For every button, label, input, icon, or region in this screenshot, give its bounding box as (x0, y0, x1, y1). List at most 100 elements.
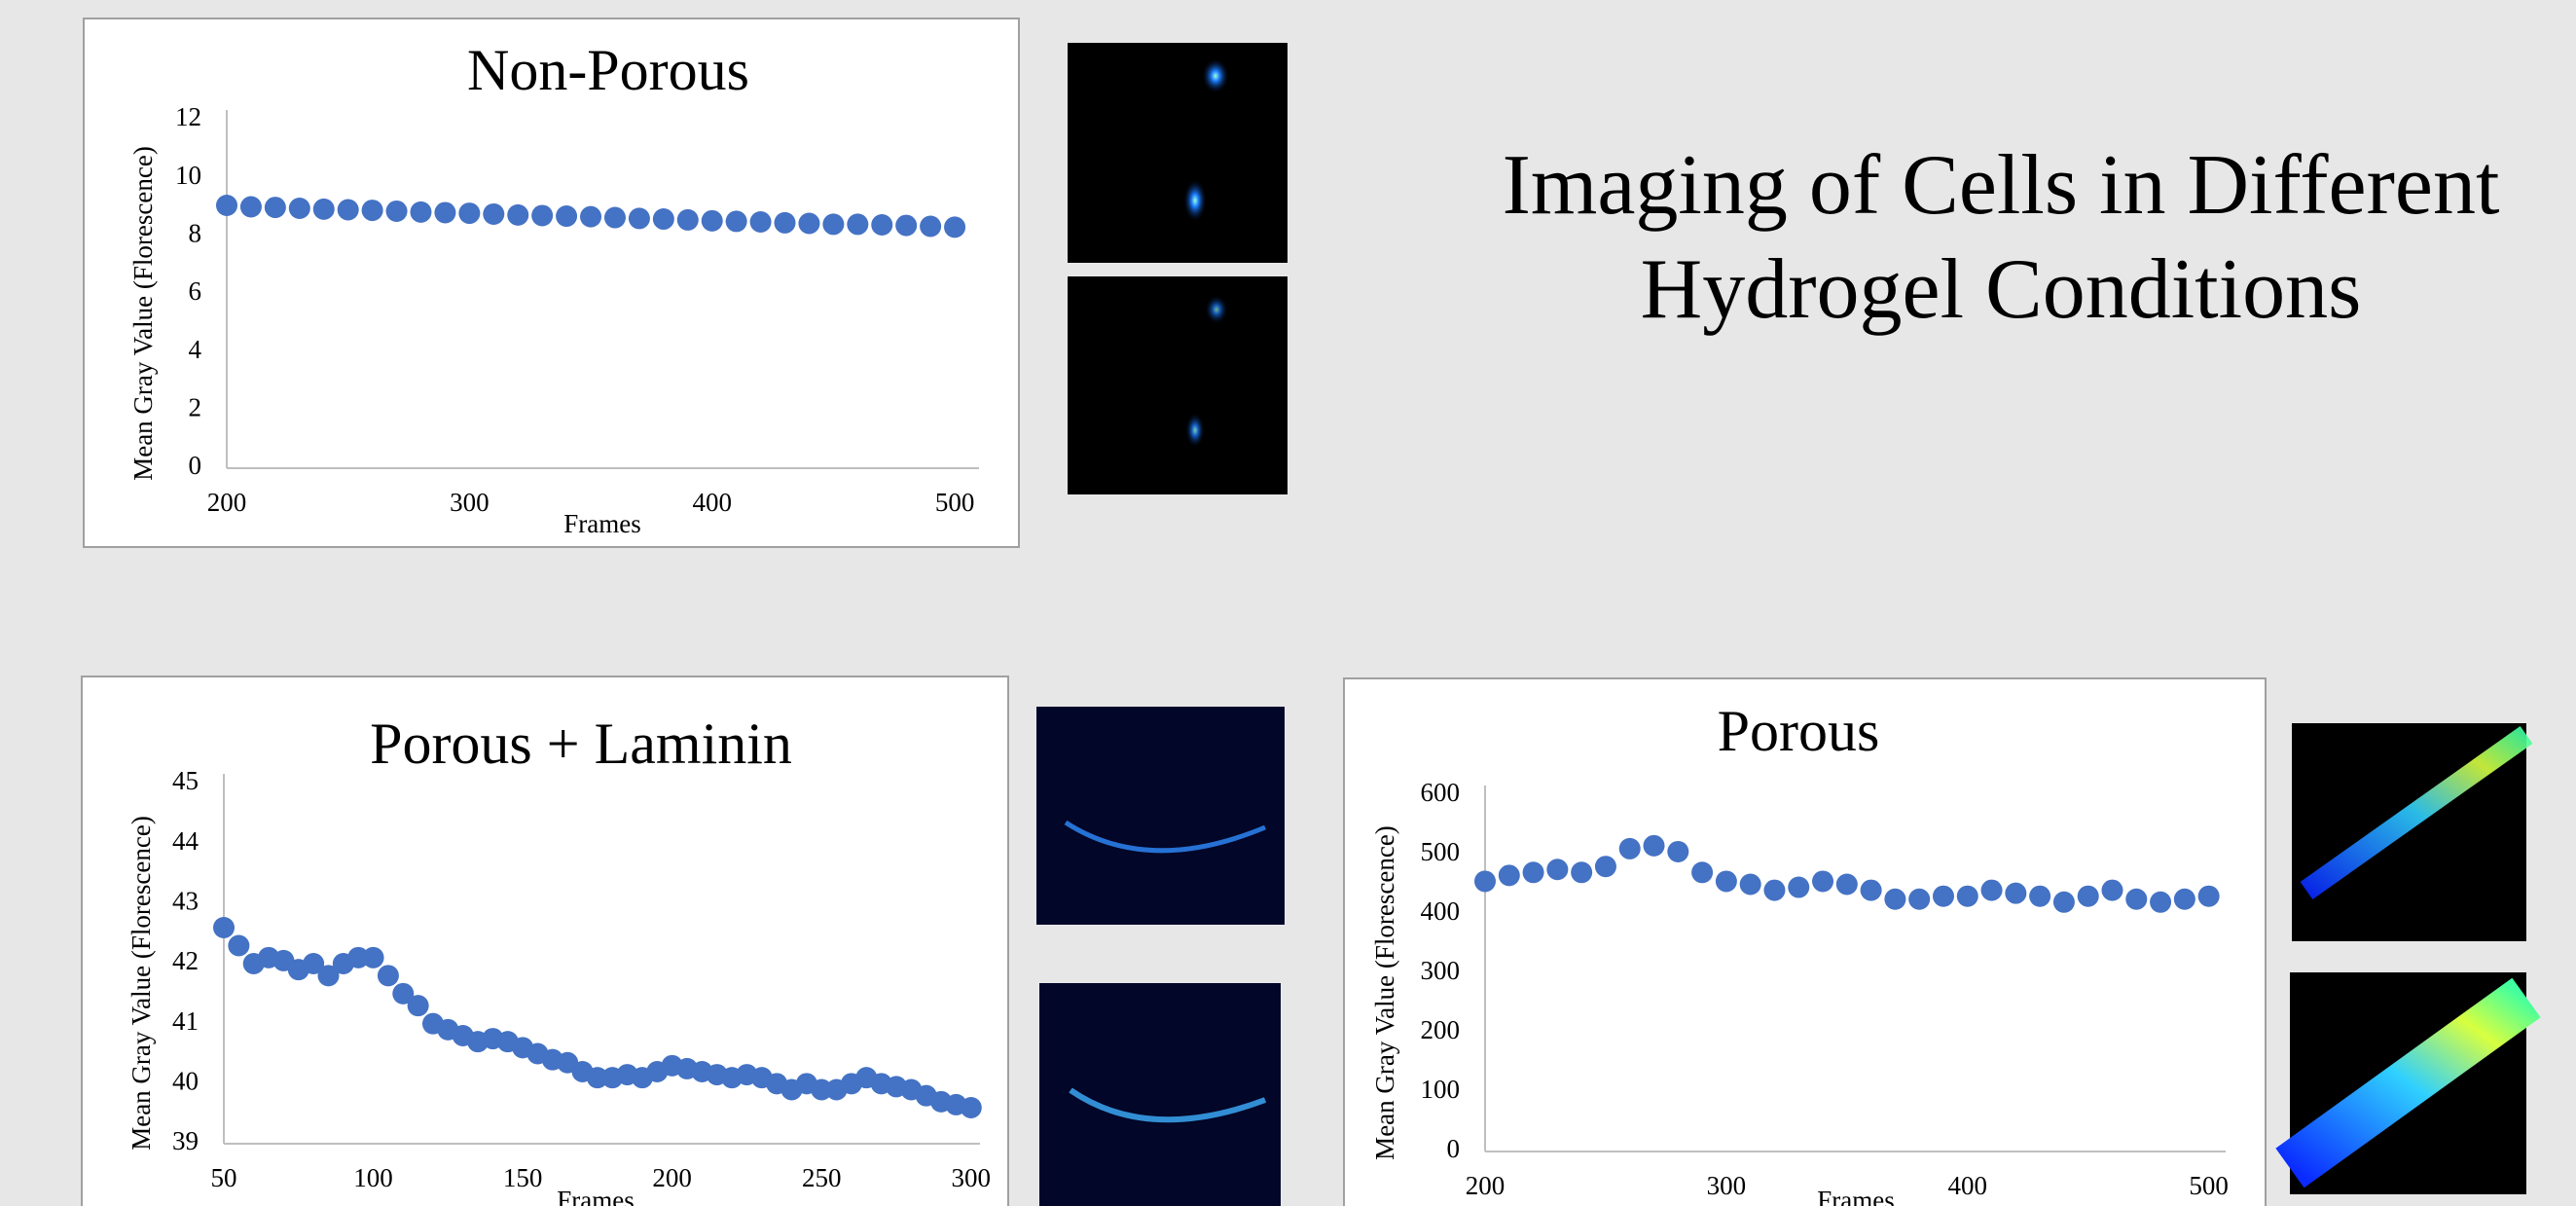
data-point (410, 201, 432, 223)
y-tick-label: 300 (1421, 956, 1461, 985)
y-tick-label: 4 (189, 335, 202, 364)
cell-band (2275, 977, 2541, 1188)
data-point (1667, 840, 1689, 862)
y-tick-label: 12 (175, 102, 201, 131)
image (1068, 276, 1288, 494)
data-point (347, 946, 370, 968)
data-point (2005, 882, 2027, 904)
data-point (847, 213, 869, 236)
y-tick-label: 600 (1421, 778, 1461, 807)
data-point (811, 1078, 833, 1101)
y-tick-label: 40 (172, 1067, 199, 1096)
y-tick-label: 2 (189, 393, 202, 422)
x-tick-label: 500 (2189, 1171, 2229, 1200)
data-point (871, 213, 893, 236)
data-point (1691, 861, 1714, 884)
data-point (1643, 834, 1665, 857)
data-point (798, 212, 820, 235)
y-tick-label: 10 (175, 161, 201, 190)
data-point (580, 205, 602, 228)
data-point (1956, 885, 1978, 907)
poster-title: Hydrogel Conditions (1641, 242, 2362, 337)
x-tick-label: 300 (952, 1163, 992, 1192)
cell (1205, 295, 1228, 324)
data-point (303, 953, 325, 974)
y-tick-label: 45 (172, 766, 199, 795)
y-tick-label: 200 (1421, 1015, 1461, 1044)
data-point (1594, 856, 1616, 878)
data-point (434, 201, 456, 224)
data-point (749, 211, 772, 234)
y-axis-label: Mean Gray Value (Florescence) (127, 816, 156, 1151)
x-tick-label: 50 (211, 1163, 237, 1192)
poster-title: Imaging of Cells in Different (1503, 138, 2500, 233)
x-tick-label: 150 (503, 1163, 543, 1192)
cell (1185, 413, 1205, 448)
data-point (1739, 873, 1761, 895)
data-point (264, 197, 286, 219)
x-axis-label: Frames (557, 1186, 634, 1206)
data-point (701, 209, 723, 232)
data-point (1546, 859, 1569, 881)
micrographs (1036, 43, 2541, 1206)
cell (1183, 179, 1207, 222)
y-tick-label: 0 (1447, 1134, 1461, 1163)
chart-title: Non-Porous (467, 38, 749, 102)
x-tick-label: 500 (935, 488, 975, 517)
data-point (531, 204, 554, 227)
y-tick-label: 42 (172, 946, 199, 975)
data-point (895, 214, 918, 237)
y-tick-label: 39 (172, 1126, 199, 1155)
data-point (1571, 861, 1593, 884)
data-point (483, 202, 505, 225)
data-point (458, 202, 481, 225)
chart: Non-Porous 0 2 4 6 8 10 12 200 300 400 500 Frames Mea… (83, 18, 1020, 548)
x-tick-label: 250 (802, 1163, 842, 1192)
data-point (676, 208, 699, 231)
data-point (2197, 885, 2220, 907)
data-point (288, 197, 310, 219)
data-point (725, 210, 747, 233)
x-tick-label: 300 (450, 488, 490, 517)
chart-frame (83, 18, 1020, 548)
y-tick-label: 100 (1421, 1075, 1461, 1104)
data-point (228, 934, 250, 957)
data-point (1715, 870, 1737, 893)
y-tick-label: 43 (172, 887, 199, 916)
y-axis-label: Mean Gray Value (Florescence) (1370, 825, 1399, 1160)
y-tick-label: 41 (172, 1006, 199, 1036)
x-tick-label: 200 (652, 1163, 692, 1192)
data-point (312, 198, 335, 220)
x-axis-label: Frames (563, 509, 640, 538)
data-point (1908, 888, 1931, 910)
data-point (774, 211, 796, 234)
data-point (944, 216, 966, 238)
data-point (392, 982, 415, 1005)
data-point (920, 215, 942, 238)
data-point (1980, 879, 2003, 901)
data-point (362, 946, 384, 968)
x-axis-label: Frames (1817, 1186, 1894, 1206)
data-point (1835, 873, 1858, 895)
data-point (1932, 885, 1954, 907)
x-tick-label: 400 (1948, 1171, 1988, 1200)
data-point (1474, 870, 1496, 893)
chart: Porous + Laminin 39 40 41 42 43 44 45 50 100 150 20… (81, 676, 1009, 1206)
data-point (1763, 879, 1786, 901)
data-point (407, 995, 429, 1017)
x-tick-label: 200 (1466, 1171, 1506, 1200)
cell-band (2300, 726, 2533, 899)
data-point (2101, 879, 2123, 901)
data-point (385, 200, 408, 222)
data-point (960, 1097, 982, 1118)
chart-title: Porous + Laminin (370, 712, 792, 776)
y-tick-label: 8 (189, 219, 202, 248)
data-point (213, 917, 235, 938)
data-point (652, 208, 674, 231)
data-point (2150, 891, 2172, 913)
data-point (2052, 891, 2075, 913)
x-tick-label: 400 (692, 488, 732, 517)
data-point (361, 200, 383, 222)
data-point (1884, 888, 1906, 910)
